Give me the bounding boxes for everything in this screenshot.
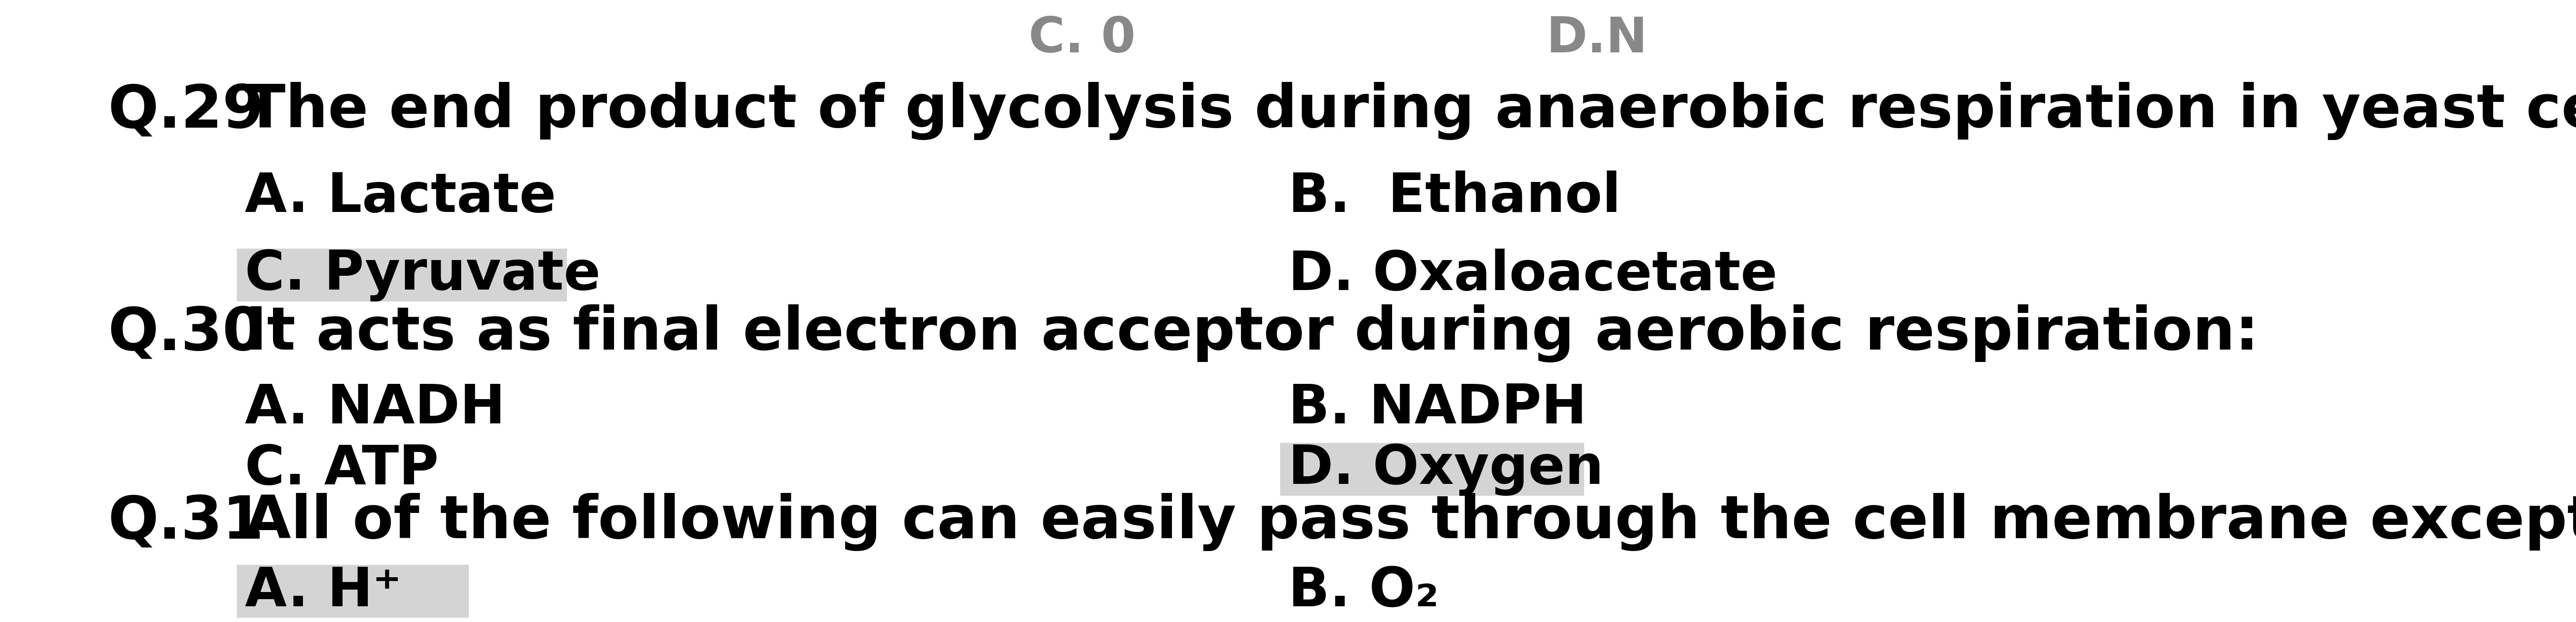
- Text: It acts as final electron acceptor during aerobic respiration:: It acts as final electron acceptor durin…: [245, 304, 2259, 362]
- Text: The end product of glycolysis during anaerobic respiration in yeast cell is:: The end product of glycolysis during ana…: [245, 82, 2576, 140]
- Text: Q.29: Q.29: [108, 82, 265, 140]
- Text: C. 0: C. 0: [1028, 15, 1136, 63]
- Text: Q.31: Q.31: [108, 493, 265, 551]
- Text: A. Lactate: A. Lactate: [245, 170, 556, 223]
- Text: A. NADH: A. NADH: [245, 382, 505, 435]
- Text: Q.30: Q.30: [108, 304, 265, 362]
- FancyBboxPatch shape: [237, 565, 469, 618]
- FancyBboxPatch shape: [1280, 443, 1584, 496]
- Text: B. O₂: B. O₂: [1288, 565, 1437, 618]
- Text: D. Oxygen: D. Oxygen: [1288, 443, 1602, 496]
- Text: D. Oxaloacetate: D. Oxaloacetate: [1288, 248, 1777, 301]
- Text: D.N: D.N: [1546, 15, 1649, 63]
- Text: B. NADPH: B. NADPH: [1288, 382, 1587, 435]
- Text: C. ATP: C. ATP: [245, 443, 438, 496]
- Text: A. H⁺: A. H⁺: [245, 565, 402, 618]
- Text: All of the following can easily pass through the cell membrane except:: All of the following can easily pass thr…: [245, 493, 2576, 551]
- FancyBboxPatch shape: [237, 249, 567, 301]
- Text: B.  Ethanol: B. Ethanol: [1288, 170, 1620, 223]
- Text: C. Pyruvate: C. Pyruvate: [245, 248, 600, 301]
